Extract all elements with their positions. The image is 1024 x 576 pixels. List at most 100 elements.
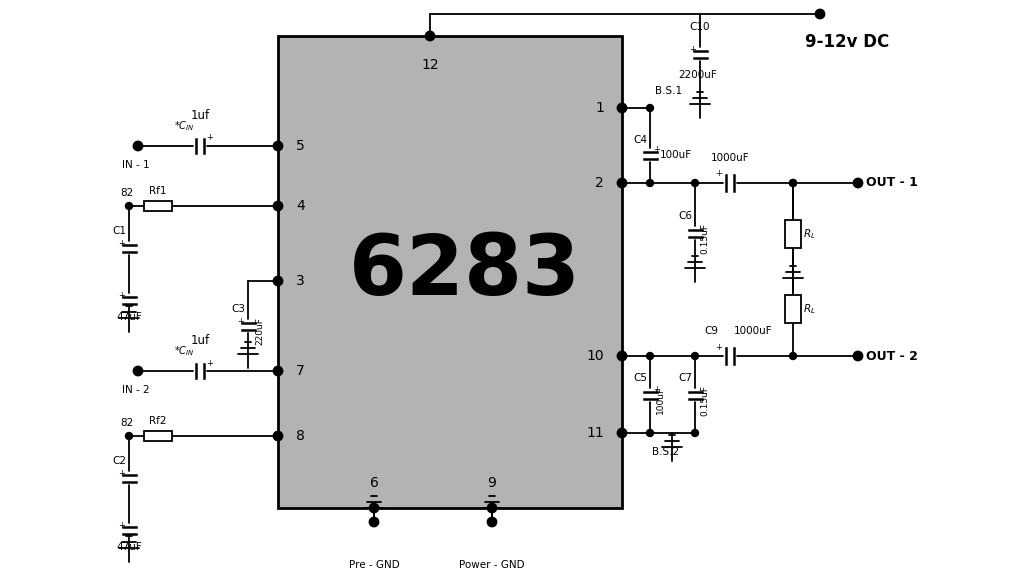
Text: 2200uF: 2200uF — [679, 70, 718, 80]
Text: +: + — [119, 238, 125, 248]
Text: 9: 9 — [487, 476, 497, 490]
Text: $*C_{IN}$: $*C_{IN}$ — [174, 344, 195, 358]
Text: +: + — [716, 169, 723, 179]
Text: 3: 3 — [296, 274, 305, 288]
Text: 1uf: 1uf — [190, 109, 210, 122]
Text: C1: C1 — [112, 226, 126, 236]
Text: C4: C4 — [633, 135, 647, 145]
Text: C6: C6 — [678, 211, 692, 221]
Circle shape — [617, 351, 627, 361]
Text: 1uf: 1uf — [190, 334, 210, 347]
Text: 12: 12 — [421, 58, 439, 72]
Circle shape — [646, 353, 653, 359]
Circle shape — [617, 179, 627, 188]
Text: 11: 11 — [587, 426, 604, 440]
Text: C2: C2 — [112, 456, 126, 466]
Text: +: + — [119, 290, 125, 300]
Text: +: + — [238, 316, 245, 325]
Circle shape — [370, 517, 379, 526]
Text: +: + — [207, 358, 213, 367]
Text: +: + — [716, 343, 723, 351]
Text: Rf2: Rf2 — [150, 416, 167, 426]
Text: Rf1: Rf1 — [150, 186, 167, 196]
Circle shape — [646, 104, 653, 112]
Text: 7: 7 — [296, 364, 305, 378]
Text: +: + — [119, 521, 125, 529]
Text: C7: C7 — [678, 373, 692, 383]
Circle shape — [273, 202, 283, 210]
Text: C10: C10 — [690, 22, 711, 32]
Bar — [278, 36, 622, 508]
Circle shape — [691, 353, 698, 359]
Circle shape — [126, 433, 132, 439]
Circle shape — [790, 180, 797, 187]
Circle shape — [815, 9, 824, 18]
Circle shape — [790, 180, 797, 187]
Text: 100uF: 100uF — [655, 386, 665, 414]
Text: IN - 1: IN - 1 — [122, 160, 150, 170]
Text: C5: C5 — [633, 373, 647, 383]
Text: 220uF: 220uF — [256, 317, 264, 345]
Circle shape — [617, 104, 627, 112]
Text: B.S.2: B.S.2 — [652, 447, 679, 457]
Text: IN - 2: IN - 2 — [122, 385, 150, 395]
Circle shape — [273, 276, 283, 286]
Text: 9-12v DC: 9-12v DC — [805, 33, 889, 51]
Text: 5: 5 — [296, 139, 305, 153]
Text: Power - GND: Power - GND — [459, 560, 525, 570]
Text: 6283: 6283 — [349, 232, 581, 313]
Bar — [144, 201, 172, 211]
Circle shape — [853, 179, 862, 188]
Text: B.S.1: B.S.1 — [655, 86, 682, 96]
Text: 100uF: 100uF — [660, 150, 692, 160]
Text: 1000uF: 1000uF — [711, 153, 750, 163]
Text: 6: 6 — [370, 476, 379, 490]
Circle shape — [617, 429, 627, 438]
Text: 10: 10 — [587, 349, 604, 363]
Text: 1000uF: 1000uF — [734, 326, 773, 336]
Text: OUT - 2: OUT - 2 — [866, 350, 918, 362]
Circle shape — [790, 353, 797, 359]
Text: 82: 82 — [121, 418, 133, 428]
Text: +: + — [119, 468, 125, 478]
Text: 2: 2 — [595, 176, 604, 190]
Text: 1: 1 — [595, 101, 604, 115]
Bar — [785, 220, 801, 248]
Text: C9: C9 — [705, 326, 718, 336]
Circle shape — [691, 430, 698, 437]
Bar — [144, 431, 172, 441]
Circle shape — [426, 32, 434, 40]
Text: C3: C3 — [231, 304, 245, 314]
Text: 0.15uF: 0.15uF — [700, 385, 710, 415]
Circle shape — [133, 142, 142, 150]
Text: 8: 8 — [296, 429, 305, 443]
Text: $R_L$: $R_L$ — [803, 227, 816, 241]
Text: +: + — [689, 44, 696, 54]
Text: OUT - 1: OUT - 1 — [866, 176, 918, 190]
Text: 4: 4 — [296, 199, 305, 213]
Circle shape — [691, 180, 698, 187]
Text: 82: 82 — [121, 188, 133, 198]
Bar — [785, 295, 801, 323]
Text: +: + — [653, 385, 660, 395]
Circle shape — [853, 351, 862, 361]
Circle shape — [273, 142, 283, 150]
Text: 47uF: 47uF — [116, 312, 142, 322]
Text: +: + — [207, 134, 213, 142]
Text: $R_L$: $R_L$ — [803, 302, 816, 316]
Circle shape — [646, 180, 653, 187]
Circle shape — [133, 366, 142, 376]
Circle shape — [487, 503, 497, 513]
Text: $*C_{IN}$: $*C_{IN}$ — [174, 119, 195, 133]
Circle shape — [273, 431, 283, 441]
Text: Pre - GND: Pre - GND — [348, 560, 399, 570]
Circle shape — [370, 503, 379, 513]
Circle shape — [487, 517, 497, 526]
Text: 47uF: 47uF — [116, 542, 142, 552]
Circle shape — [273, 366, 283, 376]
Text: 0.15uF: 0.15uF — [700, 222, 710, 253]
Text: +: + — [653, 146, 660, 154]
Circle shape — [126, 203, 132, 210]
Circle shape — [646, 430, 653, 437]
Circle shape — [816, 10, 823, 17]
